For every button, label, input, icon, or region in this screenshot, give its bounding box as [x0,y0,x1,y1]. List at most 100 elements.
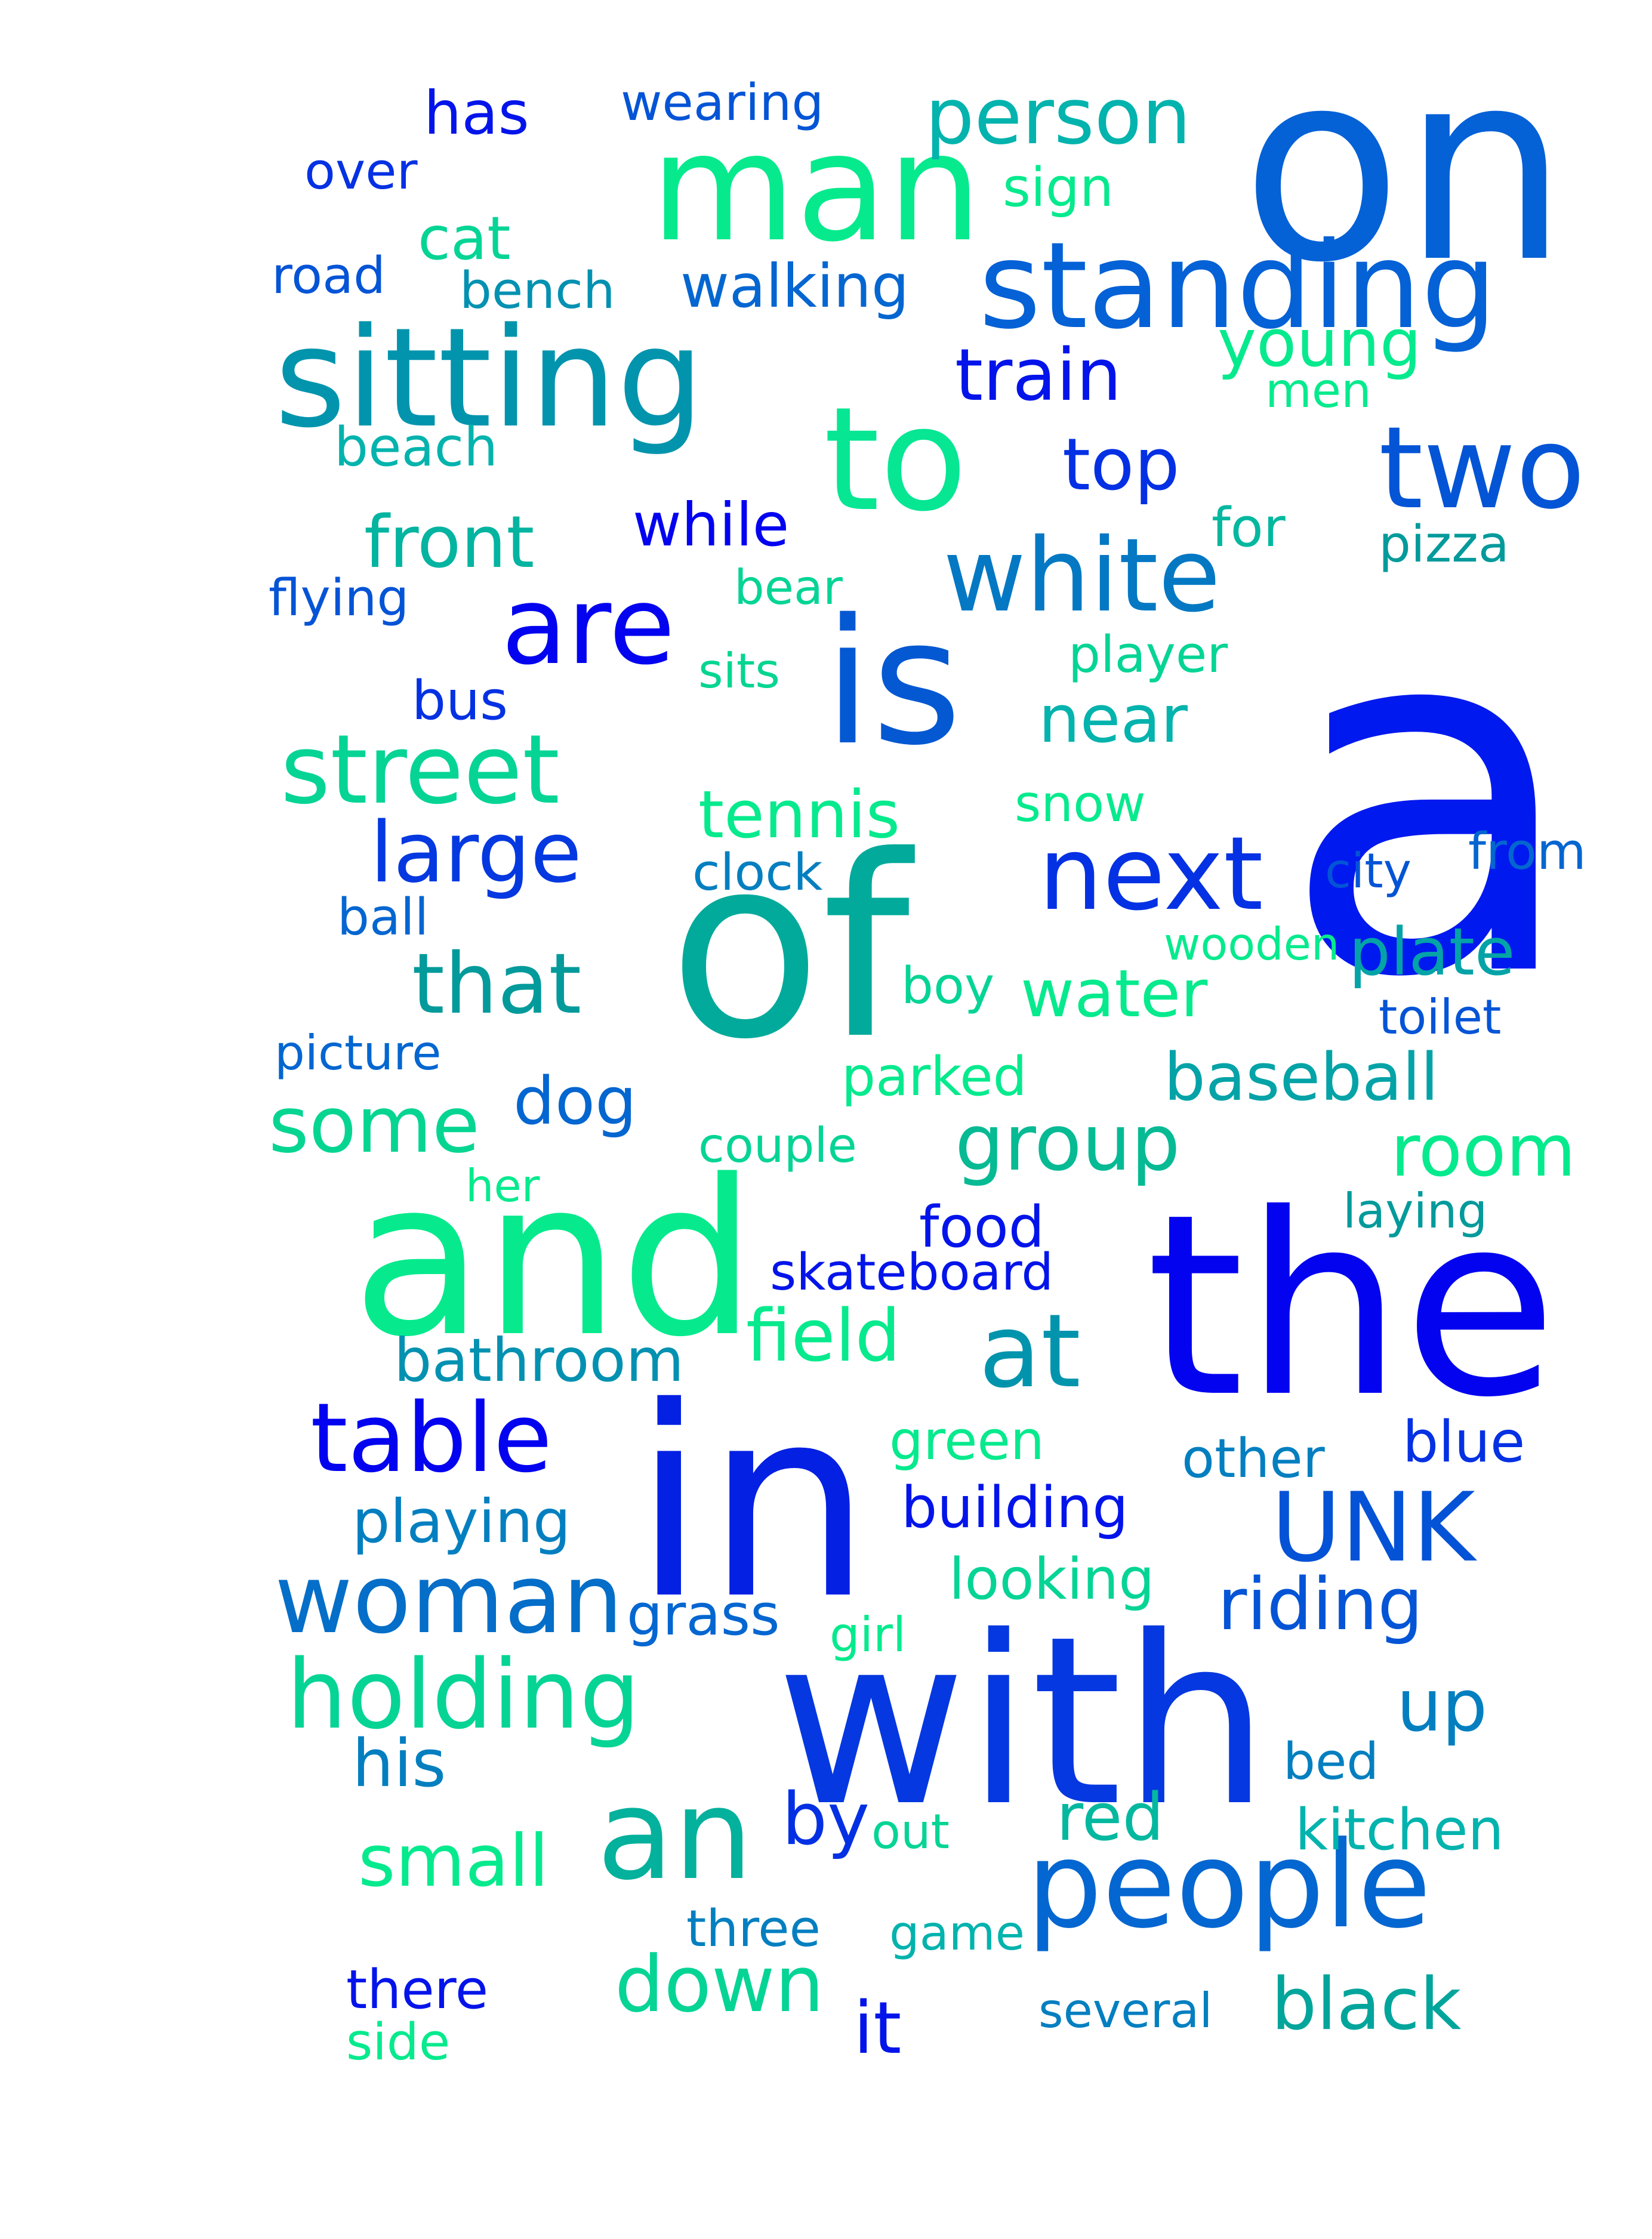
word-woman: woman [275,1543,624,1655]
word-parked: parked [842,1046,1027,1108]
word-UNK: UNK [1271,1472,1475,1583]
word-grass: grass [627,1583,780,1648]
word-skateboard: skateboard [770,1243,1054,1302]
word-cat: cat [418,203,511,273]
word-it: it [853,1987,902,2070]
word-toilet: toilet [1379,989,1502,1045]
word-up: up [1397,1665,1488,1748]
word-out: out [871,1804,950,1859]
word-table: table [310,1382,553,1494]
word-of: of [668,803,910,1094]
word-wearing: wearing [621,73,824,132]
word-ball: ball [337,888,429,947]
word-some: some [269,1080,480,1170]
word-red: red [1056,1779,1164,1855]
word-holding: holding [286,1639,640,1750]
word-road: road [272,246,386,306]
word-at: at [979,1293,1081,1411]
word-in: in [633,1351,873,1657]
word-baseball: baseball [1164,1039,1439,1115]
word-with: with [776,1586,1270,1857]
word-game: game [889,1905,1025,1961]
word-flying: flying [269,569,409,628]
word-while: while [633,490,790,560]
word-bed: bed [1283,1732,1379,1791]
word-men: men [1265,363,1371,418]
word-playing: playing [352,1487,571,1556]
word-side: side [346,2013,451,2072]
word-black: black [1271,1963,1462,2046]
word-train: train [955,334,1122,417]
word-bus: bus [412,670,508,732]
word-his: his [352,1725,446,1802]
word-to: to [824,376,967,543]
word-an: an [597,1762,753,1908]
word-dog: dog [513,1063,637,1139]
word-picture: picture [275,1025,442,1081]
word-two: two [1379,402,1586,534]
word-sign: sign [1003,156,1114,219]
word-clock: clock [692,843,823,902]
word-by: by [782,1778,870,1861]
word-near: near [1038,681,1188,757]
word-looking: looking [949,1547,1155,1612]
word-water: water [1021,955,1208,1032]
word-pizza: pizza [1379,515,1509,574]
word-man: man [651,101,982,275]
word-down: down [615,1939,824,2030]
word-blue: blue [1403,1410,1525,1475]
word-standing: standing [979,217,1497,356]
word-people: people [1027,1816,1431,1955]
word-three: three [686,1899,821,1959]
word-bear: bear [734,560,843,615]
word-other: other [1182,1427,1325,1490]
word-on: on [1241,14,1569,320]
word-wooden: wooden [1164,918,1340,970]
word-top: top [1062,424,1180,507]
word-bathroom: bathroom [394,1325,685,1395]
word-city: city [1325,843,1411,899]
word-kitchen: kitchen [1295,1797,1504,1863]
word-girl: girl [830,1607,907,1663]
word-bench: bench [460,261,615,320]
word-sitting: sitting [275,299,704,458]
word-and: and [352,1134,757,1384]
word-plate: plate [1349,914,1515,990]
word-room: room [1391,1110,1576,1193]
word-player: player [1068,625,1228,684]
word-field: field [746,1295,901,1378]
word-that: that [412,936,582,1033]
word-the: the [1146,1161,1558,1452]
word-her: her [466,1159,540,1212]
word-riding: riding [1218,1563,1423,1646]
word-sits: sits [698,643,780,699]
word-next: next [1038,815,1263,933]
word-street: street [281,714,560,825]
word-laying: laying [1343,1183,1488,1239]
word-from: from [1468,822,1586,881]
word-beach: beach [334,416,498,479]
word-has: has [424,78,529,148]
word-walking: walking [680,251,910,321]
word-couple: couple [698,1118,857,1173]
word-food: food [919,1195,1044,1260]
word-building: building [901,1475,1129,1541]
word-green: green [889,1410,1044,1472]
word-there: there [346,1959,489,2021]
word-over: over [304,142,418,201]
word-white: white [943,517,1221,635]
word-snow: snow [1015,775,1146,834]
word-group: group [955,1097,1181,1188]
word-boy: boy [901,957,995,1016]
word-tennis: tennis [698,776,901,853]
word-large: large [370,804,582,902]
word-are: are [501,564,676,689]
word-small: small [358,1820,549,1903]
word-several: several [1038,1983,1213,2038]
word-front: front [364,501,535,584]
word-for: for [1212,496,1286,559]
word-young: young [1218,305,1422,381]
word-is: is [824,582,962,784]
word-a: a [1280,515,1580,1084]
